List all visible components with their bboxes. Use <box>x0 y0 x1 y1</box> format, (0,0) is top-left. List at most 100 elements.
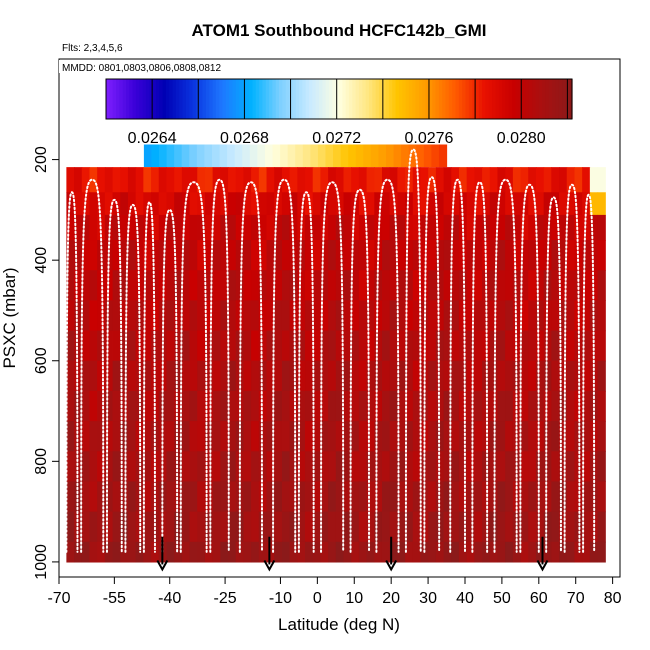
chart-title: ATOM1 Southbound HCFC142b_GMI <box>192 21 487 40</box>
field-cell <box>566 270 576 301</box>
field-cell <box>174 300 183 332</box>
field-cell <box>251 214 260 241</box>
colorbar-cell <box>495 79 500 119</box>
field-cell <box>312 330 322 362</box>
field-cell <box>374 270 383 301</box>
colorbar-cell <box>405 79 410 119</box>
field-cell <box>559 481 568 513</box>
field-cell <box>120 541 129 563</box>
field-cell <box>412 541 422 563</box>
colorbar-cell <box>478 79 483 119</box>
field-cell <box>143 421 152 452</box>
field-cell <box>74 360 83 392</box>
colorbar-cell <box>385 79 390 119</box>
colorbar-cell <box>395 79 400 119</box>
field-cell <box>543 214 552 241</box>
flight-profile <box>423 176 441 553</box>
field-cell <box>512 192 522 216</box>
field-cell <box>428 541 437 563</box>
field-cell <box>197 541 206 563</box>
colorbar-cell <box>282 79 287 119</box>
field-cell <box>582 421 591 452</box>
field-cell <box>412 214 422 241</box>
field-cell <box>597 451 606 483</box>
field-cell <box>535 421 545 452</box>
colorbar-cell <box>165 79 170 119</box>
down-arrow-icon <box>385 559 398 572</box>
field-cell <box>220 511 229 543</box>
field-cell <box>535 270 545 301</box>
field-cell <box>297 421 306 452</box>
field-cell <box>89 511 98 543</box>
field-cell <box>97 421 106 452</box>
field-cell <box>297 451 306 483</box>
field-cell <box>120 270 129 301</box>
field-cell <box>97 481 106 513</box>
field-cell <box>582 481 591 513</box>
field-cell <box>220 330 229 362</box>
field-cell <box>474 360 483 392</box>
field-cell <box>297 360 306 392</box>
field-cell <box>397 300 406 332</box>
field-cell <box>574 330 583 362</box>
field-cell <box>320 300 329 332</box>
flight-profile <box>124 203 142 553</box>
field-cell <box>566 300 576 332</box>
field-cell <box>305 541 314 563</box>
colorbar-cell <box>285 79 290 119</box>
field-cell <box>443 451 452 483</box>
field-cell <box>405 481 414 513</box>
field-cell <box>505 451 514 483</box>
field-cell <box>497 360 506 392</box>
field-cell <box>127 451 137 483</box>
field-cell <box>474 421 483 452</box>
field-cell <box>181 481 191 513</box>
field-cell <box>81 421 91 452</box>
field-cell <box>505 390 514 422</box>
field-cell <box>551 300 560 332</box>
field-cell <box>420 240 429 271</box>
field-cell <box>505 300 514 332</box>
field-cell <box>335 511 345 543</box>
field-cell <box>458 360 468 392</box>
field-cell <box>335 541 345 563</box>
field-cell <box>266 192 275 216</box>
field-cell <box>158 214 168 241</box>
field-cell <box>466 270 475 301</box>
colorbar-cell <box>319 79 323 119</box>
field-cell <box>535 390 545 422</box>
field-cell <box>597 330 606 362</box>
field-cell <box>489 192 499 216</box>
flight-profile <box>404 148 422 553</box>
field-cell <box>489 167 499 193</box>
colorbar-cell <box>115 79 120 119</box>
field-cell <box>451 167 460 193</box>
field-cell <box>397 451 406 483</box>
x-tick-label: -70 <box>47 590 70 607</box>
field-cell <box>423 144 433 168</box>
colorbar-cell <box>538 79 543 119</box>
field-cell <box>343 451 352 483</box>
field-cell <box>220 214 229 241</box>
field-cell <box>243 330 252 362</box>
field-cell <box>281 330 291 362</box>
field-cell <box>143 144 153 168</box>
field-cell <box>451 390 460 422</box>
field-cell <box>266 421 275 452</box>
field-cell <box>297 481 306 513</box>
field-cell <box>158 240 168 271</box>
field-cell <box>305 511 314 543</box>
field-cell <box>343 167 352 193</box>
field-cell <box>258 360 268 392</box>
field-cell <box>74 192 83 216</box>
field-cell <box>120 421 129 452</box>
field-cell <box>351 541 360 563</box>
field-cell <box>428 300 437 332</box>
field-cell <box>166 144 175 168</box>
field-cell <box>127 390 137 422</box>
field-cell <box>212 192 221 216</box>
field-cell <box>343 270 352 301</box>
field-cell <box>497 330 506 362</box>
field-cell <box>335 390 345 422</box>
